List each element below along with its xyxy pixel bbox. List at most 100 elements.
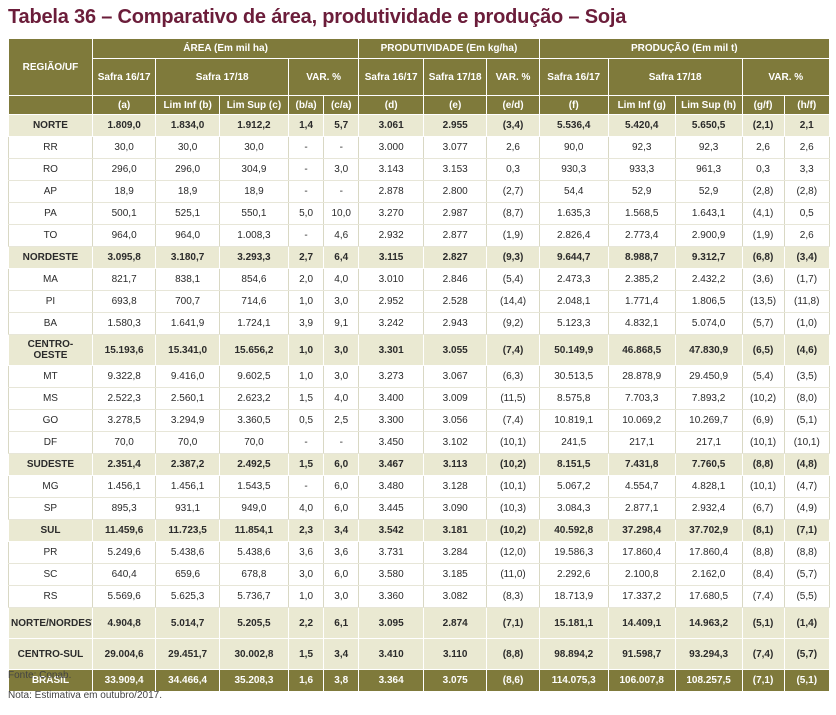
- table-cell: 3.056: [422, 409, 488, 432]
- table-cell: 5.536,4: [538, 114, 609, 137]
- table-cell: (3,4): [783, 246, 830, 269]
- row-label: RO: [8, 158, 93, 181]
- table-cell: 5.650,5: [674, 114, 743, 137]
- table-cell: 9.602,5: [218, 365, 290, 388]
- table-cell: 2.800: [422, 180, 488, 203]
- table-cell: 6,1: [323, 607, 360, 639]
- table-cell: 9.416,0: [155, 365, 220, 388]
- table-cell: 5,0: [288, 202, 325, 225]
- table-row: RS 5.569,6 5.625,3 5.736,7 1,0 3,0 3.360 3.082(…: [8, 585, 830, 608]
- table-cell: (10,1): [486, 475, 540, 498]
- table-cell: 17.860,4: [607, 541, 676, 564]
- table-cell: (7,4): [486, 334, 540, 366]
- subheader: (b/a): [288, 95, 325, 115]
- table-cell: (1,7): [783, 268, 830, 291]
- table-cell: 5,7: [323, 114, 360, 137]
- table-cell: 14.409,1: [607, 607, 676, 639]
- table-cell: 3.301: [358, 334, 424, 366]
- table-cell: 34.466,4: [155, 669, 220, 692]
- table-cell: 3.010: [358, 268, 424, 291]
- table-cell: (8,8): [741, 541, 785, 564]
- table-cell: 3.480: [358, 475, 424, 498]
- table-cell: 11.459,6: [91, 519, 157, 542]
- table-cell: 35.208,3: [218, 669, 290, 692]
- table-cell: 5.249,6: [91, 541, 157, 564]
- table-cell: (7,4): [741, 585, 785, 608]
- table-cell: 821,7: [91, 268, 157, 291]
- table-cell: 4.832,1: [607, 312, 676, 335]
- table-cell: 1.806,5: [674, 290, 743, 313]
- table-cell: 2.846: [422, 268, 488, 291]
- table-cell: 2.385,2: [607, 268, 676, 291]
- table-cell: (9,2): [486, 312, 540, 335]
- table-cell: 3.300: [358, 409, 424, 432]
- table-cell: (12,0): [486, 541, 540, 564]
- table-cell: 3.360,5: [218, 409, 290, 432]
- table-cell: 1.543,5: [218, 475, 290, 498]
- subheader: (c/a): [323, 95, 360, 115]
- table-cell: 5.123,3: [538, 312, 609, 335]
- row-label: CENTRO-SUL: [8, 638, 93, 670]
- row-label: TO: [8, 224, 93, 247]
- table-cell: (4,7): [783, 475, 830, 498]
- table-row: RR 30,0 30,0 30,0- -3.000 3.077 2,6 90,0 92,3 92,…: [8, 136, 830, 159]
- table-cell: -: [288, 158, 325, 181]
- table-cell: 3.445: [358, 497, 424, 520]
- table-cell: (8,6): [486, 669, 540, 692]
- table-cell: 933,3: [607, 158, 676, 181]
- table-cell: 2.943: [422, 312, 488, 335]
- table-cell: -: [323, 431, 360, 454]
- table-cell: 930,3: [538, 158, 609, 181]
- table-cell: 3,0: [323, 585, 360, 608]
- table-cell: 30,0: [91, 136, 157, 159]
- table-cell: 3,8: [323, 669, 360, 692]
- table-cell: (2,8): [783, 180, 830, 203]
- table-cell: (2,8): [741, 180, 785, 203]
- table-cell: 17.680,5: [674, 585, 743, 608]
- table-cell: (1,9): [486, 224, 540, 247]
- table-cell: 108.257,5: [674, 669, 743, 692]
- table-cell: (4,6): [783, 334, 830, 366]
- table-cell: (8,8): [741, 453, 785, 476]
- table-cell: 7.431,8: [607, 453, 676, 476]
- table-cell: 6,0: [323, 497, 360, 520]
- table-cell: -: [288, 431, 325, 454]
- table-cell: 3.082: [422, 585, 488, 608]
- table-cell: 1.635,3: [538, 202, 609, 225]
- table-cell: 3,6: [323, 541, 360, 564]
- table-row: TO 964,0 964,0 1.008,3-4,6 2.932 2.877 (1,9) 2.…: [8, 224, 830, 247]
- table-cell: 8.575,8: [538, 387, 609, 410]
- table-cell: 3.293,3: [218, 246, 290, 269]
- table-cell: (5,1): [741, 607, 785, 639]
- table-cell: 47.830,9: [674, 334, 743, 366]
- table-cell: (5,4): [741, 365, 785, 388]
- table-row: SC 640,4 659,6 678,8 3,0 6,0 3.580 3.185 (11,0) 2…: [8, 563, 830, 586]
- table-cell: 7.893,2: [674, 387, 743, 410]
- table-cell: 37.702,9: [674, 519, 743, 542]
- table-cell: 3.294,9: [155, 409, 220, 432]
- table-cell: (5,7): [741, 312, 785, 335]
- table-cell: (8,1): [741, 519, 785, 542]
- table-cell: 2,0: [288, 268, 325, 291]
- table-cell: (3,5): [783, 365, 830, 388]
- table-cell: 2.623,2: [218, 387, 290, 410]
- table-cell: 3,6: [288, 541, 325, 564]
- header-var: VAR. %: [486, 58, 540, 96]
- row-label: RS: [8, 585, 93, 608]
- table-cell: 9,1: [323, 312, 360, 335]
- table-cell: 838,1: [155, 268, 220, 291]
- row-label: PR: [8, 541, 93, 564]
- header-safra-1617: Safra 16/17: [538, 58, 609, 96]
- table-cell: 3.153: [422, 158, 488, 181]
- table-cell: 2.773,4: [607, 224, 676, 247]
- table-cell: 2.987: [422, 202, 488, 225]
- table-cell: 2,7: [288, 246, 325, 269]
- table-cell: 3.278,5: [91, 409, 157, 432]
- table-cell: 1,0: [288, 290, 325, 313]
- table-row: CENTRO-SUL 29.004,6 29.451,7 30.002,8 1,5 3,4…: [8, 638, 830, 670]
- table-cell: 2.952: [358, 290, 424, 313]
- table-cell: (8,0): [783, 387, 830, 410]
- table-cell: 30,0: [155, 136, 220, 159]
- table-row: AP 18,9 18,9 18,9- -2.878 2.800 (2,7) 54,4 52,9 5…: [8, 180, 830, 203]
- table-cell: 10.069,2: [607, 409, 676, 432]
